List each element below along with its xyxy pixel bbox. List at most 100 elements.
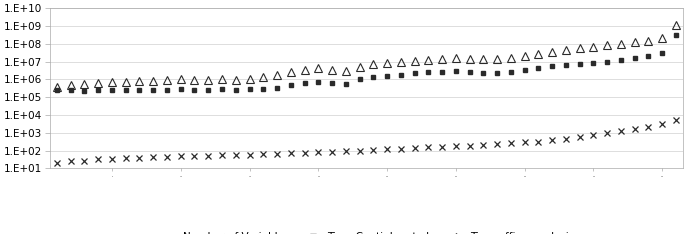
Time affine analysis bbox=[466, 58, 474, 60]
Number of Variables bbox=[603, 132, 611, 134]
Number of Variables bbox=[466, 144, 474, 147]
Number of Variables bbox=[232, 154, 240, 156]
Time Coutinho et al. bbox=[67, 89, 75, 91]
Time affine analysis bbox=[67, 83, 75, 86]
Number of Variables bbox=[94, 158, 102, 161]
Number of Variables bbox=[369, 149, 377, 151]
Number of Variables bbox=[425, 146, 433, 149]
Time affine analysis bbox=[534, 52, 543, 55]
Time Coutinho et al. bbox=[672, 34, 680, 37]
Number of Variables bbox=[617, 129, 625, 132]
Time Coutinho et al. bbox=[658, 52, 666, 55]
Time affine analysis bbox=[589, 46, 598, 48]
Number of Variables bbox=[245, 153, 254, 156]
Time Coutinho et al. bbox=[218, 88, 226, 91]
Time Coutinho et al. bbox=[369, 76, 377, 79]
Number of Variables bbox=[300, 151, 308, 154]
Time affine analysis bbox=[314, 66, 322, 69]
Number of Variables bbox=[108, 157, 116, 160]
Time Coutinho et al. bbox=[245, 88, 254, 91]
Number of Variables bbox=[67, 160, 75, 163]
Number of Variables bbox=[438, 145, 447, 148]
Time Coutinho et al. bbox=[410, 72, 418, 75]
Time Coutinho et al. bbox=[396, 73, 405, 76]
Number of Variables bbox=[493, 143, 502, 146]
Number of Variables bbox=[396, 147, 405, 150]
Number of Variables bbox=[507, 142, 515, 145]
Time Coutinho et al. bbox=[177, 88, 185, 91]
Number of Variables bbox=[177, 155, 185, 158]
Time affine analysis bbox=[617, 42, 625, 45]
Number of Variables bbox=[80, 159, 89, 162]
Number of Variables bbox=[273, 152, 281, 155]
Number of Variables bbox=[548, 139, 556, 142]
Time Coutinho et al. bbox=[80, 89, 89, 92]
Time affine analysis bbox=[218, 78, 226, 81]
Number of Variables bbox=[149, 156, 157, 159]
Number of Variables bbox=[410, 147, 418, 150]
Time affine analysis bbox=[204, 79, 212, 82]
Time affine analysis bbox=[286, 71, 295, 74]
Time affine analysis bbox=[149, 80, 157, 83]
Time affine analysis bbox=[341, 69, 350, 72]
Number of Variables bbox=[259, 153, 267, 155]
Time affine analysis bbox=[108, 81, 116, 84]
Time affine analysis bbox=[355, 66, 363, 68]
Time Coutinho et al. bbox=[548, 65, 556, 68]
Time affine analysis bbox=[672, 23, 680, 26]
Number of Variables bbox=[480, 143, 488, 146]
Time affine analysis bbox=[576, 47, 584, 50]
Time affine analysis bbox=[480, 58, 488, 60]
Time Coutinho et al. bbox=[341, 83, 350, 85]
Time Coutinho et al. bbox=[328, 82, 336, 85]
Number of Variables bbox=[163, 155, 171, 158]
Time Coutinho et al. bbox=[383, 74, 391, 77]
Time affine analysis bbox=[163, 79, 171, 82]
Number of Variables bbox=[672, 119, 680, 122]
Time Coutinho et al. bbox=[507, 71, 515, 73]
Line: Time Coutinho et al.: Time Coutinho et al. bbox=[54, 33, 678, 93]
Number of Variables bbox=[314, 151, 322, 154]
Time Coutinho et al. bbox=[452, 70, 460, 73]
Number of Variables bbox=[286, 152, 295, 155]
Time Coutinho et al. bbox=[108, 89, 116, 91]
Time affine analysis bbox=[410, 59, 418, 62]
Time affine analysis bbox=[135, 80, 144, 83]
Time affine analysis bbox=[396, 61, 405, 64]
Time Coutinho et al. bbox=[204, 88, 212, 91]
Time Coutinho et al. bbox=[631, 57, 639, 60]
Time affine analysis bbox=[122, 81, 130, 84]
Time Coutinho et al. bbox=[273, 86, 281, 89]
Time affine analysis bbox=[631, 41, 639, 44]
Time Coutinho et al. bbox=[480, 72, 488, 75]
Time Coutinho et al. bbox=[466, 71, 474, 74]
Time affine analysis bbox=[438, 58, 447, 60]
Time Coutinho et al. bbox=[259, 87, 267, 90]
Time Coutinho et al. bbox=[232, 88, 240, 91]
Number of Variables bbox=[658, 123, 666, 126]
Time affine analysis bbox=[548, 51, 556, 53]
Number of Variables bbox=[631, 127, 639, 130]
Time affine analysis bbox=[328, 68, 336, 71]
Time affine analysis bbox=[562, 49, 570, 51]
Time affine analysis bbox=[259, 76, 267, 79]
Number of Variables bbox=[122, 157, 130, 160]
Time affine analysis bbox=[658, 37, 666, 40]
Time affine analysis bbox=[232, 78, 240, 81]
Time Coutinho et al. bbox=[617, 59, 625, 62]
Number of Variables bbox=[589, 133, 598, 136]
Time affine analysis bbox=[300, 68, 308, 71]
Line: Time affine analysis: Time affine analysis bbox=[53, 21, 679, 90]
Number of Variables bbox=[644, 125, 653, 128]
Number of Variables bbox=[328, 150, 336, 153]
Time affine analysis bbox=[644, 39, 653, 42]
Time Coutinho et al. bbox=[149, 89, 157, 91]
Time Coutinho et al. bbox=[562, 64, 570, 66]
Time Coutinho et al. bbox=[286, 83, 295, 86]
Line: Number of Variables: Number of Variables bbox=[54, 117, 679, 166]
Number of Variables bbox=[521, 141, 529, 144]
Time affine analysis bbox=[425, 58, 433, 61]
Number of Variables bbox=[218, 154, 226, 157]
Time Coutinho et al. bbox=[94, 89, 102, 92]
Time affine analysis bbox=[369, 63, 377, 66]
